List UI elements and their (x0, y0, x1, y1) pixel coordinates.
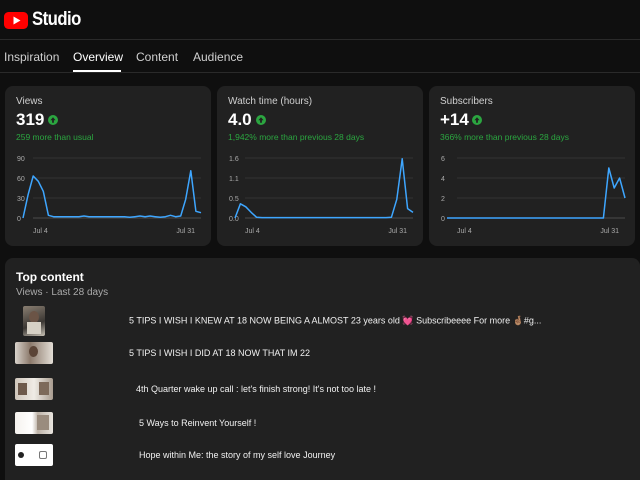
content-row[interactable]: 5 Ways to Reinvent Yourself ! (5, 412, 640, 434)
video-thumbnail (15, 444, 53, 466)
section-title: Top content (16, 270, 84, 284)
video-thumbnail (23, 306, 45, 336)
card-comparison: 259 more than usual (16, 132, 94, 142)
card-value: 319 (16, 110, 45, 129)
y-tick-label: 0 (441, 216, 445, 223)
y-tick-label: 30 (17, 196, 25, 203)
card-value: +14 (440, 110, 469, 129)
tab-audience[interactable]: Audience (193, 50, 244, 64)
card-title: Watch time (hours) (228, 96, 313, 107)
x-tick-label: Jul 4 (457, 228, 472, 235)
y-tick-label: 0 (17, 216, 21, 223)
x-tick-label: Jul 4 (33, 228, 48, 235)
youtube-logo-icon (4, 11, 28, 29)
y-tick-label: 4 (441, 176, 445, 183)
card-value: 4.0 (228, 110, 252, 129)
top-content-section: Top content Views · Last 28 days 5 TIPS … (5, 258, 640, 480)
card-title: Subscribers (440, 96, 493, 107)
views-card[interactable]: Views 319 259 more than usual 90 60 30 0 Jul… (5, 86, 211, 246)
subscribers-chart: 6 4 2 0 Jul 4 Jul 31 (441, 156, 626, 235)
video-thumbnail (15, 378, 53, 400)
x-tick-label: Jul 31 (388, 228, 407, 235)
y-tick-label: 0.5 (229, 196, 239, 203)
video-thumbnail (15, 412, 53, 434)
card-comparison: 1,942% more than previous 28 days (228, 132, 365, 142)
tab-inspiration[interactable]: Inspiration (4, 50, 60, 64)
series-line (234, 158, 414, 219)
trend-up-icon (48, 115, 58, 125)
views-chart: 90 60 30 0 Jul 4 Jul 31 (17, 156, 202, 235)
trend-up-icon (256, 115, 266, 125)
video-title: 5 TIPS I WISH I DID AT 18 NOW THAT IM 22 (129, 348, 311, 358)
watch-time-chart: 1.6 1.1 0.5 0.0 Jul 4 Jul 31 (229, 156, 414, 235)
video-title: Hope within Me: the story of my self lov… (139, 450, 336, 460)
x-tick-label: Jul 4 (245, 228, 260, 235)
studio-logo[interactable]: Studio (4, 9, 88, 31)
video-title: 5 Ways to Reinvent Yourself ! (139, 418, 257, 428)
card-comparison: 366% more than previous 28 days (440, 132, 569, 142)
tab-content[interactable]: Content (136, 50, 179, 64)
y-tick-label: 1.1 (229, 176, 239, 183)
tab-overview[interactable]: Overview (73, 50, 124, 64)
active-tab-indicator (73, 70, 121, 72)
video-title: 4th Quarter wake up call : let's finish … (136, 384, 377, 394)
x-tick-label: Jul 31 (176, 228, 195, 235)
trend-up-icon (472, 115, 482, 125)
y-tick-label: 60 (17, 176, 25, 183)
subscribers-card[interactable]: Subscribers +14 366% more than previous … (429, 86, 635, 246)
y-tick-label: 0.0 (229, 216, 239, 223)
video-title: 5 TIPS I WISH I KNEW AT 18 NOW BEING A A… (129, 315, 542, 326)
watch-time-card[interactable]: Watch time (hours) 4.0 1,942% more than … (217, 86, 423, 246)
content-row[interactable]: Hope within Me: the story of my self lov… (5, 444, 640, 466)
series-line (22, 169, 202, 219)
content-row[interactable]: 4th Quarter wake up call : let's finish … (5, 378, 640, 400)
series-line (447, 167, 626, 219)
content-row[interactable]: 5 TIPS I WISH I KNEW AT 18 NOW BEING A A… (5, 306, 640, 336)
y-tick-label: 90 (17, 156, 25, 163)
card-title: Views (16, 96, 43, 107)
y-tick-label: 1.6 (229, 156, 239, 163)
tab-bar: Inspiration Overview Content Audience (0, 41, 640, 73)
app-title: Studio (32, 9, 81, 30)
y-tick-label: 2 (441, 196, 445, 203)
video-thumbnail (15, 342, 53, 364)
section-subtitle: Views · Last 28 days (16, 287, 109, 298)
content-row[interactable]: 5 TIPS I WISH I DID AT 18 NOW THAT IM 22 (5, 342, 640, 364)
app-header: Studio (0, 0, 640, 40)
x-tick-label: Jul 31 (600, 228, 619, 235)
y-tick-label: 6 (441, 156, 445, 163)
